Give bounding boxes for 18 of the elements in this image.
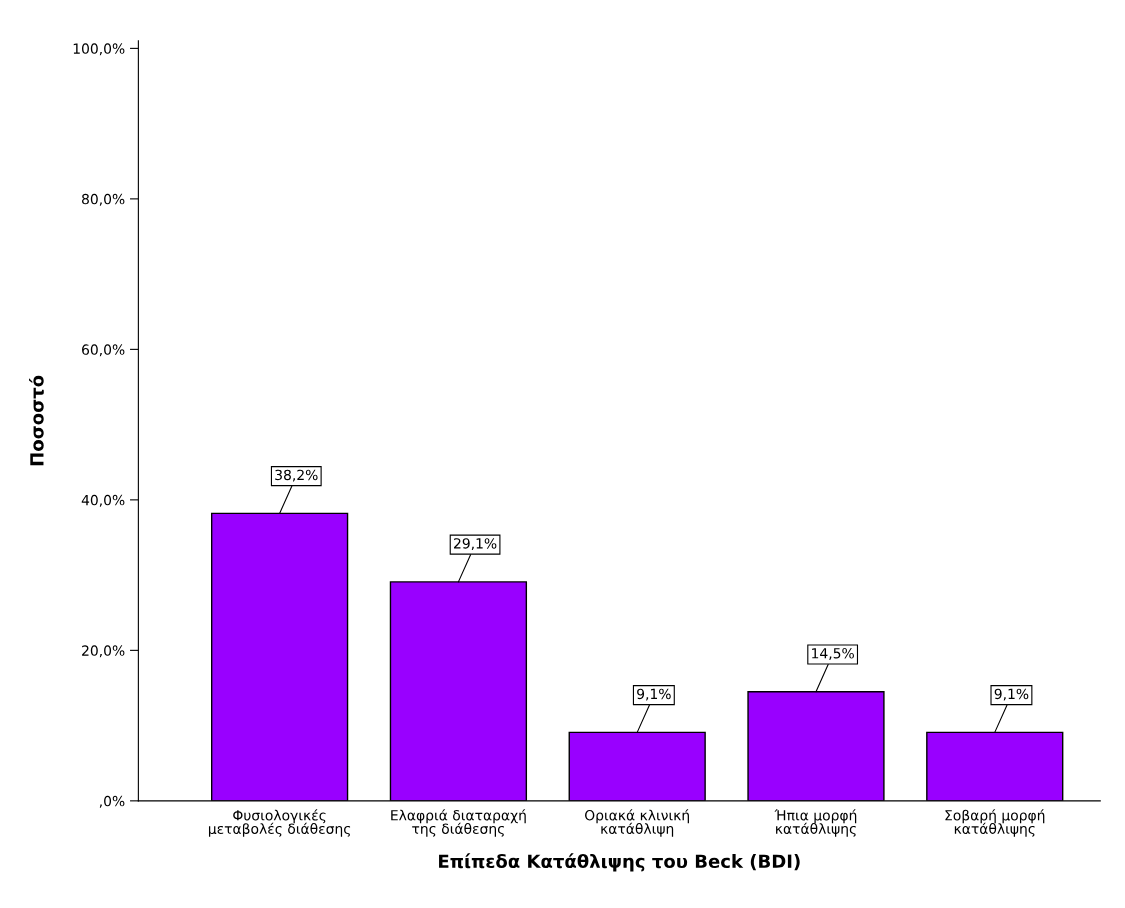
data-label: 9,1%: [637, 688, 671, 701]
y-axis-title: Ποσοστό: [29, 375, 44, 466]
data-label: 9,1%: [994, 688, 1029, 701]
y-tick-label: 100,0%: [73, 43, 125, 56]
x-tick-label: Φυσιολογικές μεταβολές διάθεσης: [208, 809, 351, 837]
x-tick-label: Ελαφριά διαταραχή της διάθεσης: [391, 809, 526, 837]
y-tick-label: 60,0%: [82, 344, 125, 357]
x-axis-title: Επίπεδα Κατάθλιψης του Beck (BDI): [439, 853, 800, 872]
y-tick-label: 80,0%: [82, 193, 125, 206]
x-tick-label: Οριακά κλινική κατάθλιψη: [585, 809, 689, 837]
y-tick-label: 20,0%: [82, 645, 125, 658]
data-label: 38,2%: [275, 469, 318, 482]
data-label: 29,1%: [454, 538, 497, 551]
x-tick-label: Ήπια μορφή κατάθλιψης: [774, 809, 857, 837]
y-tick-label: 40,0%: [81, 494, 125, 507]
y-tick-label: ,0%: [99, 795, 125, 808]
x-tick-label: Σοβαρή μορφή κατάθλιψης: [945, 809, 1045, 837]
data-label: 14,5%: [812, 648, 854, 660]
